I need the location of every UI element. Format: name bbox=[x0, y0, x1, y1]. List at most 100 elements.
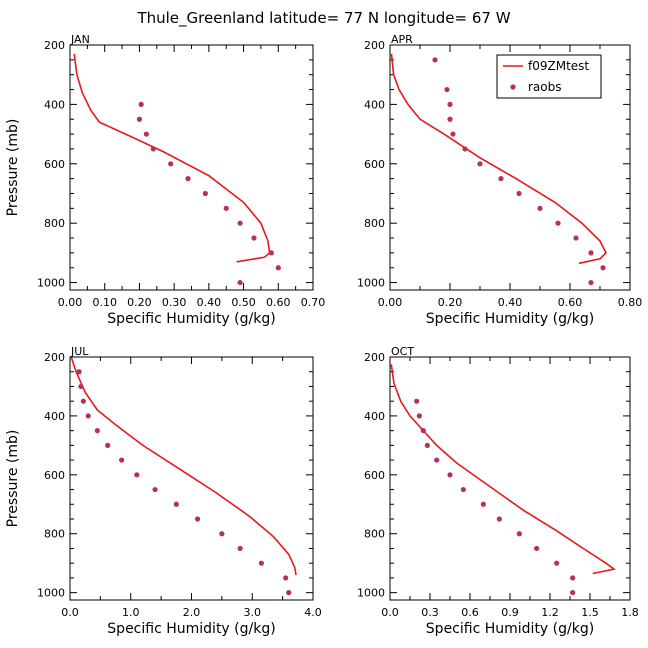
x-axis-label: Specific Humidity (g/kg) bbox=[107, 311, 275, 327]
obs-point bbox=[219, 531, 225, 537]
obs-point bbox=[444, 86, 450, 93]
obs-point bbox=[432, 57, 438, 63]
obs-point bbox=[447, 101, 453, 107]
x-axis-label: Specific Humidity (g/kg) bbox=[426, 621, 594, 637]
x-tick-label: 0.10 bbox=[92, 296, 117, 309]
model-line-jul bbox=[70, 356, 297, 576]
obs-point bbox=[496, 516, 502, 522]
obs-point bbox=[534, 545, 540, 552]
x-tick-label: 3.0 bbox=[244, 606, 262, 619]
y-tick-label: 1000 bbox=[37, 587, 65, 600]
x-tick-label: 0.20 bbox=[438, 296, 463, 309]
panels: JAN 200 400 600 800 1000 0.00 0.10 0.20 0.30 0.40 0… bbox=[5, 33, 642, 637]
obs-point bbox=[498, 176, 504, 182]
obs-point bbox=[134, 472, 140, 478]
y-tick-label: 600 bbox=[364, 469, 385, 482]
obs-point bbox=[251, 235, 257, 241]
obs-point bbox=[460, 486, 466, 493]
y-tick-label: 800 bbox=[44, 528, 65, 541]
plot-frame bbox=[69, 356, 314, 601]
model-line-oct bbox=[390, 364, 616, 575]
obs-point bbox=[119, 457, 125, 463]
obs-point bbox=[554, 560, 560, 566]
obs-point bbox=[237, 220, 243, 226]
obs-point bbox=[185, 176, 191, 182]
obs-point bbox=[555, 220, 561, 226]
y-tick-label: 400 bbox=[364, 410, 385, 423]
y-tick-label: 600 bbox=[44, 469, 65, 482]
obs-point bbox=[600, 265, 606, 271]
panel-label-oct: OCT bbox=[391, 345, 414, 358]
obs-point bbox=[570, 575, 576, 581]
y-tick-label: 200 bbox=[364, 351, 385, 364]
x-axis-label: Specific Humidity (g/kg) bbox=[426, 311, 594, 327]
obs-point bbox=[480, 501, 486, 507]
x-axis-label: Specific Humidity (g/kg) bbox=[107, 621, 275, 637]
obs-point bbox=[477, 161, 483, 167]
obs-point bbox=[420, 428, 426, 434]
y-tick-label: 1000 bbox=[357, 277, 385, 290]
x-tick-label: 0.80 bbox=[618, 296, 643, 309]
panel-jul: JUL 200 400 600 800 1000 0.0 1.0 2.0 3.0 4.0 Specif… bbox=[5, 345, 322, 637]
y-tick-label: 800 bbox=[44, 217, 65, 230]
obs-point bbox=[94, 428, 100, 434]
y-tick-label: 600 bbox=[44, 158, 65, 171]
y-tick-label: 1000 bbox=[37, 277, 65, 290]
obs-point bbox=[202, 190, 208, 197]
obs-point bbox=[223, 205, 229, 211]
y-tick-label: 200 bbox=[44, 39, 65, 52]
obs-point bbox=[447, 472, 453, 478]
x-tick-label: 0.00 bbox=[378, 296, 403, 309]
panel-oct: OCT 200 400 600 800 1000 0.0 0.3 0.6 0.9 1.2 1.5 1.8… bbox=[357, 345, 639, 637]
panel-jan: JAN 200 400 600 800 1000 0.00 0.10 0.20 0.30 0.40 0… bbox=[5, 33, 325, 327]
obs-point bbox=[258, 560, 264, 566]
y-tick-label: 1000 bbox=[357, 587, 385, 600]
y-axis-label: Pressure (mb) bbox=[5, 119, 21, 217]
x-tick-label: 0.30 bbox=[162, 296, 187, 309]
obs-point bbox=[78, 383, 84, 390]
y-axis-label: Pressure (mb) bbox=[5, 430, 21, 528]
obs-point bbox=[570, 590, 576, 596]
x-tick-label: 1.0 bbox=[122, 606, 140, 619]
obs-point bbox=[450, 131, 456, 137]
plot-frame bbox=[69, 44, 314, 291]
y-tick-label: 800 bbox=[364, 528, 385, 541]
x-tick-label: 2.0 bbox=[183, 606, 201, 619]
obs-point bbox=[143, 131, 149, 137]
obs-point bbox=[173, 501, 179, 507]
plot-frame bbox=[389, 356, 631, 601]
obs-point bbox=[76, 369, 82, 375]
obs-point bbox=[424, 442, 430, 448]
legend-obs-swatch bbox=[510, 84, 516, 90]
x-tick-label: 0.6 bbox=[461, 606, 479, 619]
x-tick-label: 0.60 bbox=[558, 296, 583, 309]
panel-label-jul: JUL bbox=[70, 345, 89, 358]
x-tick-label: 0.50 bbox=[231, 296, 256, 309]
legend-obs-label: raobs bbox=[528, 80, 562, 94]
x-tick-label: 0.60 bbox=[266, 296, 291, 309]
y-tick-label: 200 bbox=[44, 351, 65, 364]
panel-label-apr: APR bbox=[391, 33, 413, 46]
obs-point bbox=[80, 398, 86, 404]
obs-point bbox=[588, 250, 594, 256]
obs-point bbox=[237, 279, 243, 286]
x-tick-label: 0.9 bbox=[501, 606, 519, 619]
obs-point bbox=[283, 575, 289, 581]
obs-point bbox=[194, 516, 201, 522]
obs-point bbox=[447, 116, 453, 122]
x-tick-label: 1.2 bbox=[541, 606, 559, 619]
x-tick-label: 1.8 bbox=[621, 606, 639, 619]
x-tick-label: 0.40 bbox=[197, 296, 222, 309]
x-tick-label: 0.20 bbox=[127, 296, 152, 309]
obs-point bbox=[237, 545, 243, 552]
figure-title: Thule_Greenland latitude= 77 N longitude… bbox=[136, 9, 510, 28]
obs-point bbox=[105, 442, 111, 448]
y-tick-label: 400 bbox=[44, 410, 65, 423]
x-tick-label: 0.70 bbox=[301, 296, 326, 309]
y-tick-label: 400 bbox=[364, 98, 385, 111]
panel-label-jan: JAN bbox=[70, 33, 90, 46]
obs-point bbox=[85, 413, 91, 419]
obs-point bbox=[168, 161, 174, 167]
obs-point bbox=[268, 250, 274, 256]
